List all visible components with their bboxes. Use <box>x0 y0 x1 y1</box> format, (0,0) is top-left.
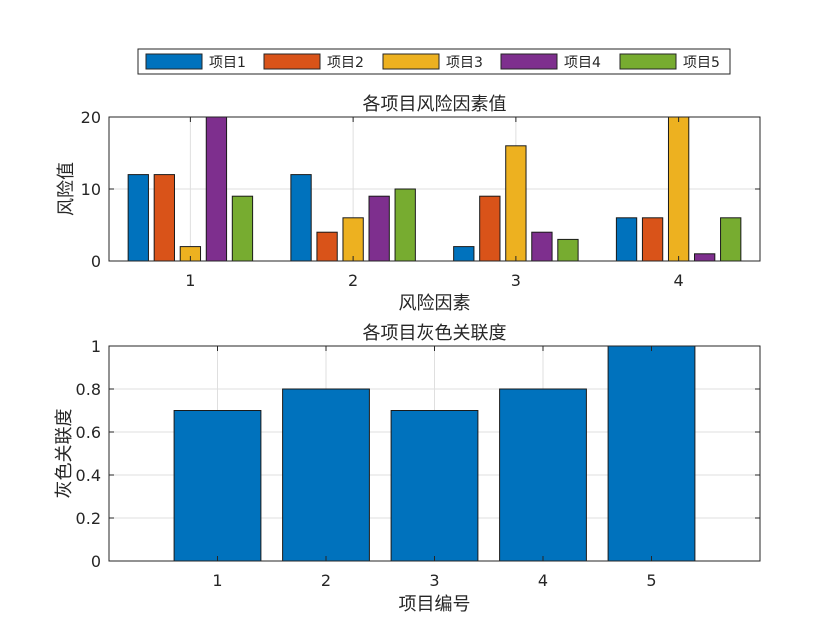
bar-project1-factor4 <box>615 217 638 262</box>
chart1-xtick-label-1: 2 <box>348 271 358 290</box>
legend-swatch-5 <box>619 53 677 70</box>
chart2-xtick-label-2: 3 <box>429 571 439 590</box>
bar-project3-factor4 <box>667 116 690 262</box>
chart2-ytick-label-3: 0.6 <box>76 423 101 442</box>
bar-project4-factor2 <box>368 195 390 262</box>
chart2-title: 各项目灰色关联度 <box>363 323 507 344</box>
chart2-xtick-label-1: 2 <box>321 571 331 590</box>
legend-swatch-1 <box>145 53 203 70</box>
chart2-xtick-label-4: 5 <box>646 571 656 590</box>
chart2-ytick-label-1: 0.2 <box>76 509 101 528</box>
chart1-xtick-label-2: 3 <box>511 271 521 290</box>
bar-project-4 <box>499 388 587 562</box>
bar-project5-factor2 <box>394 188 416 262</box>
chart2-ytick-label-2: 0.4 <box>76 466 101 485</box>
chart1-xlabel: 风险因素 <box>399 293 471 314</box>
chart1-ytick-label-1: 10 <box>81 180 101 199</box>
bar-project4-factor4 <box>694 253 716 262</box>
bar-project1-factor2 <box>290 174 312 262</box>
bar-project-2 <box>282 388 370 562</box>
legend-swatch-4 <box>500 53 558 70</box>
chart1-title: 各项目风险因素值 <box>363 94 507 115</box>
legend: 项目1 项目2 项目3 项目4 项目5 <box>137 48 731 75</box>
chart1-ytick-label-0: 0 <box>91 252 101 271</box>
chart2-ytick-label-0: 0 <box>91 552 101 571</box>
legend-label-2: 项目2 <box>327 55 364 71</box>
chart1-xtick-label-3: 4 <box>674 271 684 290</box>
chart2-xtick-label-0: 1 <box>212 571 222 590</box>
bar-project2-factor1 <box>153 174 175 262</box>
legend-label-5: 项目5 <box>683 55 720 71</box>
bar-project5-factor4 <box>720 217 742 262</box>
legend-label-3: 项目3 <box>446 55 483 71</box>
bar-project1-factor3 <box>453 246 475 262</box>
grey-relation-chart: 各项目灰色关联度 项目编号 灰色关联度 0 0.2 0.4 0.6 0.8 1 1 2 3 4 5 <box>54 323 761 615</box>
bar-project4-factor1 <box>205 116 228 262</box>
bar-project2-factor4 <box>641 217 664 262</box>
chart1-xtick-label-0: 1 <box>185 271 195 290</box>
bar-project3-factor2 <box>342 217 364 262</box>
chart1-ytick-label-2: 20 <box>81 108 101 127</box>
chart2-xlabel: 项目编号 <box>399 594 471 615</box>
legend-swatch-3 <box>382 53 440 70</box>
legend-swatch-2 <box>263 53 321 70</box>
chart2-xtick-label-3: 4 <box>538 571 548 590</box>
bar-project-5 <box>607 345 696 562</box>
bar-project1-factor1 <box>127 174 149 262</box>
risk-factor-chart: 各项目风险因素值 风险因素 风险值 0 10 20 1 2 3 4 <box>56 94 761 314</box>
chart2-ytick-label-4: 0.8 <box>76 380 101 399</box>
bar-project-1 <box>173 410 262 562</box>
bar-project2-factor3 <box>479 195 501 262</box>
bar-project2-factor2 <box>316 231 338 262</box>
bar-project3-factor3 <box>505 145 527 262</box>
bar-project-3 <box>390 410 479 562</box>
bar-project5-factor3 <box>557 238 579 262</box>
bar-project4-factor3 <box>531 231 553 262</box>
legend-label-4: 项目4 <box>564 55 601 71</box>
bar-project5-factor1 <box>231 195 254 262</box>
chart2-ytick-label-5: 1 <box>91 337 101 356</box>
chart1-ylabel: 风险值 <box>56 162 77 216</box>
legend-label-1: 项目1 <box>209 55 246 71</box>
chart2-ylabel: 灰色关联度 <box>54 409 75 499</box>
